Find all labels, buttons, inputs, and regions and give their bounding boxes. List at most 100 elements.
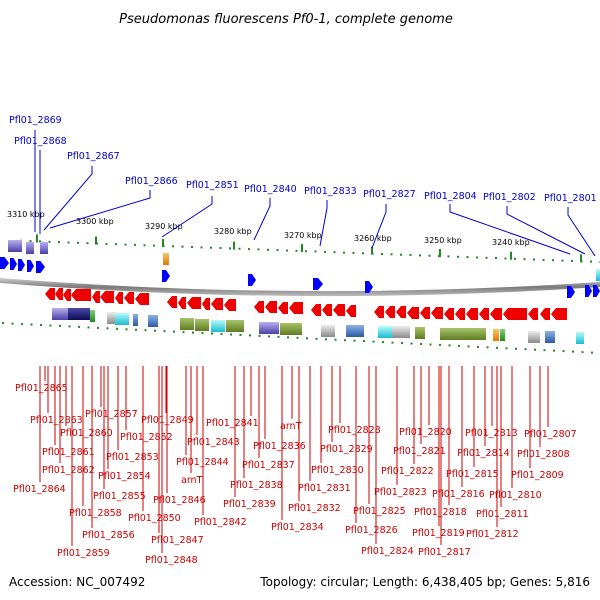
reverse-gene-label[interactable]: Pfl01_2839 — [223, 499, 276, 510]
reverse-gene[interactable] — [322, 304, 332, 316]
forward-gene-label[interactable]: Pfl01_2827 — [363, 189, 416, 200]
reverse-gene[interactable] — [528, 308, 538, 320]
reverse-gene[interactable] — [254, 301, 264, 313]
forward-gene[interactable] — [36, 261, 45, 273]
reverse-gene-label[interactable]: Pfl01_2807 — [524, 429, 577, 440]
reverse-gene[interactable] — [503, 308, 527, 320]
reverse-gene-label[interactable]: Pfl01_2846 — [153, 495, 206, 506]
reverse-gene[interactable] — [265, 301, 277, 313]
reverse-gene-label[interactable]: Pfl01_2853 — [106, 452, 159, 463]
forward-gene-label[interactable]: Pfl01_2840 — [244, 184, 297, 195]
reverse-gene[interactable] — [333, 304, 345, 316]
reverse-gene[interactable] — [63, 289, 71, 301]
reverse-gene[interactable] — [135, 293, 149, 305]
forward-gene[interactable] — [0, 257, 9, 269]
reverse-gene[interactable] — [479, 308, 489, 320]
reverse-gene-label[interactable]: Pfl01_2858 — [69, 508, 122, 519]
reverse-gene[interactable] — [431, 307, 443, 319]
forward-gene-label[interactable]: Pfl01_2802 — [483, 192, 536, 203]
reverse-gene-label[interactable]: Pfl01_2810 — [489, 490, 542, 501]
forward-gene-label[interactable]: Pfl01_2851 — [186, 180, 239, 191]
reverse-gene-label[interactable]: Pfl01_2864 — [13, 484, 66, 495]
reverse-gene[interactable] — [551, 308, 567, 320]
reverse-gene[interactable] — [420, 307, 430, 319]
reverse-gene[interactable] — [115, 292, 123, 304]
reverse-gene-label[interactable]: Pfl01_2822 — [381, 466, 434, 477]
reverse-gene-label[interactable]: Pfl01_2859 — [57, 548, 110, 559]
reverse-gene[interactable] — [167, 296, 177, 308]
forward-gene[interactable] — [585, 285, 592, 297]
reverse-gene-label[interactable]: Pfl01_2847 — [151, 535, 204, 546]
reverse-gene-label[interactable]: Pfl01_2831 — [298, 483, 351, 494]
reverse-gene[interactable] — [100, 291, 114, 303]
reverse-gene-label[interactable]: Pfl01_2808 — [517, 449, 570, 460]
reverse-gene[interactable] — [289, 302, 303, 314]
reverse-gene-label[interactable]: Pfl01_2820 — [399, 427, 452, 438]
reverse-gene[interactable] — [311, 304, 321, 316]
reverse-gene-label[interactable]: Pfl01_2857 — [85, 409, 138, 420]
forward-gene-label[interactable]: Pfl01_2866 — [125, 176, 178, 187]
forward-gene-label[interactable]: Pfl01_2833 — [304, 186, 357, 197]
reverse-gene[interactable] — [124, 292, 134, 304]
reverse-gene-label[interactable]: Pfl01_2854 — [98, 471, 151, 482]
forward-gene-label[interactable]: Pfl01_2801 — [544, 193, 597, 204]
reverse-gene-label[interactable]: Pfl01_2816 — [432, 489, 485, 500]
forward-gene[interactable] — [248, 274, 256, 286]
forward-gene-label[interactable]: Pfl01_2867 — [67, 151, 120, 162]
reverse-gene-label[interactable]: Pfl01_2828 — [328, 425, 381, 436]
reverse-gene[interactable] — [540, 308, 550, 320]
reverse-gene-label[interactable]: Pfl01_2862 — [42, 465, 95, 476]
reverse-gene-label[interactable]: Pfl01_2824 — [361, 546, 414, 557]
reverse-gene-label[interactable]: Pfl01_2849 — [141, 415, 194, 426]
reverse-gene-label[interactable]: Pfl01_2861 — [42, 447, 95, 458]
reverse-gene-label[interactable]: Pfl01_2855 — [93, 491, 146, 502]
forward-gene-label[interactable]: Pfl01_2869 — [9, 115, 62, 126]
reverse-gene-label[interactable]: Pfl01_2811 — [476, 509, 529, 520]
reverse-gene-label[interactable]: Pfl01_2817 — [418, 547, 471, 558]
reverse-gene-label[interactable]: Pfl01_2821 — [393, 446, 446, 457]
reverse-gene-label[interactable]: Pfl01_2829 — [320, 444, 373, 455]
reverse-gene[interactable] — [396, 306, 406, 318]
reverse-gene-label[interactable]: Pfl01_2819 — [412, 528, 465, 539]
reverse-gene[interactable] — [45, 288, 55, 300]
reverse-gene[interactable] — [490, 308, 502, 320]
reverse-gene-label[interactable]: Pfl01_2850 — [128, 513, 181, 524]
reverse-gene[interactable] — [466, 308, 478, 320]
reverse-gene-label[interactable]: Pfl01_2843 — [187, 437, 240, 448]
forward-gene-label[interactable]: Pfl01_2804 — [424, 191, 477, 202]
reverse-gene-label[interactable]: Pfl01_2813 — [465, 428, 518, 439]
reverse-gene-label[interactable]: Pfl01_2838 — [230, 480, 283, 491]
reverse-gene[interactable] — [455, 308, 465, 320]
reverse-gene-label[interactable]: Pfl01_2830 — [311, 465, 364, 476]
forward-gene[interactable] — [18, 259, 25, 271]
reverse-gene-label[interactable]: Pfl01_2809 — [511, 470, 564, 481]
reverse-gene-label[interactable]: arnT — [280, 421, 302, 432]
reverse-gene[interactable] — [187, 297, 201, 309]
forward-gene[interactable] — [10, 258, 17, 270]
forward-gene[interactable] — [313, 278, 323, 290]
forward-gene[interactable] — [567, 286, 575, 298]
reverse-gene-label[interactable]: Pfl01_2865 — [15, 383, 68, 394]
reverse-gene[interactable] — [374, 306, 384, 318]
reverse-gene[interactable] — [202, 298, 210, 310]
reverse-gene[interactable] — [178, 297, 186, 309]
reverse-gene-label[interactable]: Pfl01_2860 — [60, 428, 113, 439]
reverse-gene-label[interactable]: Pfl01_2844 — [176, 457, 229, 468]
reverse-gene-label[interactable]: Pfl01_2852 — [120, 432, 173, 443]
reverse-gene-label[interactable]: Pfl01_2823 — [374, 487, 427, 498]
forward-gene[interactable] — [365, 281, 373, 293]
reverse-gene-label[interactable]: Pfl01_2815 — [446, 469, 499, 480]
reverse-gene[interactable] — [224, 299, 236, 311]
reverse-gene-label[interactable]: Pfl01_2863 — [30, 415, 83, 426]
forward-gene[interactable] — [27, 260, 34, 272]
reverse-gene-label[interactable]: Pfl01_2814 — [457, 448, 510, 459]
reverse-gene[interactable] — [385, 306, 395, 318]
reverse-gene[interactable] — [55, 288, 63, 300]
reverse-gene-label[interactable]: Pfl01_2842 — [194, 517, 247, 528]
reverse-gene-label[interactable]: Pfl01_2834 — [271, 522, 324, 533]
reverse-gene-label[interactable]: Pfl01_2818 — [414, 507, 467, 518]
reverse-gene[interactable] — [211, 298, 223, 310]
reverse-gene[interactable] — [278, 302, 288, 314]
reverse-gene-label[interactable]: Pfl01_2836 — [253, 441, 306, 452]
reverse-gene[interactable] — [346, 305, 356, 317]
